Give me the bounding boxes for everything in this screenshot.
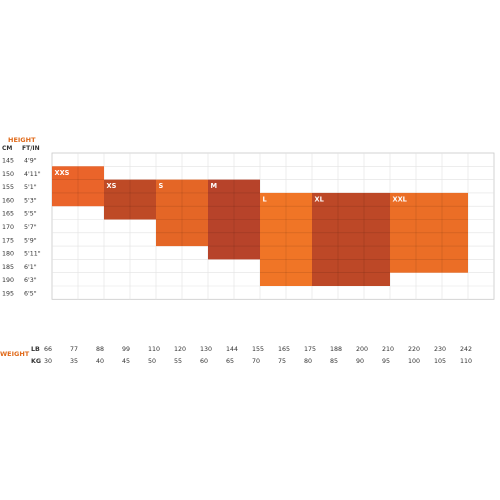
size-region-l xyxy=(260,192,312,286)
weight-kg-tick: 100 xyxy=(408,358,420,365)
weight-lb-tick: 99 xyxy=(122,346,130,353)
height-cm-tick: 185 xyxy=(2,264,14,271)
height-ftin-tick: 5'1" xyxy=(24,184,37,191)
height-cm-tick: 180 xyxy=(2,251,14,258)
size-region-s xyxy=(156,179,208,247)
weight-kg-tick: 35 xyxy=(70,358,78,365)
height-cm-tick: 160 xyxy=(2,197,14,204)
height-cm-tick: 145 xyxy=(2,158,14,165)
size-label-xl: XL xyxy=(315,196,325,204)
weight-kg-tick: 50 xyxy=(148,358,156,365)
weight-axis-title: WEIGHT xyxy=(0,350,30,358)
weight-kg-tick: 85 xyxy=(330,358,338,365)
weight-lb-tick: 120 xyxy=(174,346,186,353)
height-cm-tick: 165 xyxy=(2,211,14,218)
weight-kg-tick: 60 xyxy=(200,358,208,365)
height-cm-tick: 195 xyxy=(2,291,14,298)
weight-kg-tick: 90 xyxy=(356,358,364,365)
weight-kg-tick: 75 xyxy=(278,358,286,365)
size-label-s: S xyxy=(159,182,164,190)
height-ftin-tick: 5'3" xyxy=(24,197,37,204)
weight-lb-tick: 200 xyxy=(356,346,368,353)
weight-lb-tick: 242 xyxy=(460,346,472,353)
height-ftin-tick: 5'11" xyxy=(24,251,41,258)
height-cm-tick: 150 xyxy=(2,171,14,178)
height-axis-title: HEIGHT xyxy=(8,136,36,144)
height-ftin-tick: 6'5" xyxy=(24,291,37,298)
size-regions xyxy=(52,166,468,286)
height-cm-header: CM xyxy=(2,145,12,152)
weight-lb-tick: 144 xyxy=(226,346,238,353)
height-cm-tick: 155 xyxy=(2,184,14,191)
size-label-l: L xyxy=(263,196,268,204)
weight-kg-tick: 55 xyxy=(174,358,182,365)
size-region-xs xyxy=(104,179,156,220)
size-region-m xyxy=(208,179,260,260)
height-cm-tick: 190 xyxy=(2,277,14,284)
weight-kg-tick: 105 xyxy=(434,358,446,365)
height-ftin-tick: 6'3" xyxy=(24,277,37,284)
weight-lb-tick: 220 xyxy=(408,346,420,353)
weight-lb-tick: 130 xyxy=(200,346,212,353)
weight-lb-tick: 165 xyxy=(278,346,290,353)
height-cm-tick: 175 xyxy=(2,237,14,244)
height-cm-tick: 170 xyxy=(2,224,14,231)
height-ftin-tick: 5'9" xyxy=(24,237,37,244)
size-region-xxs xyxy=(52,166,104,207)
size-label-xs: XS xyxy=(107,182,117,190)
weight-kg-tick: 45 xyxy=(122,358,130,365)
weight-kg-tick: 95 xyxy=(382,358,390,365)
weight-lb-tick: 110 xyxy=(148,346,160,353)
height-ftin-tick: 5'7" xyxy=(24,224,37,231)
weight-lb-tick: 66 xyxy=(44,346,52,353)
weight-lb-tick: 175 xyxy=(304,346,316,353)
size-label-xxs: XXS xyxy=(55,169,70,177)
size-label-xxl: XXL xyxy=(393,196,408,204)
weight-kg-tick: 70 xyxy=(252,358,260,365)
weight-lb-tick: 188 xyxy=(330,346,342,353)
height-ftin-tick: 4'11" xyxy=(24,171,41,178)
weight-kg-tick: 80 xyxy=(304,358,312,365)
weight-lb-tick: 88 xyxy=(96,346,104,353)
height-ftin-header: FT/IN xyxy=(22,145,40,152)
weight-lb-tick: 230 xyxy=(434,346,446,353)
height-ftin-tick: 6'1" xyxy=(24,264,37,271)
height-ftin-tick: 4'9" xyxy=(24,158,37,165)
size-region-xxl xyxy=(390,192,468,273)
weight-kg-header: KG xyxy=(31,358,41,365)
weight-kg-tick: 110 xyxy=(460,358,472,365)
weight-lb-tick: 77 xyxy=(70,346,78,353)
size-region-xl xyxy=(312,192,390,286)
weight-lb-header: LB xyxy=(31,346,40,353)
size-labels: XXS XS S M L XL XXL xyxy=(55,169,408,204)
weight-lb-tick: 210 xyxy=(382,346,394,353)
height-ftin-tick: 5'5" xyxy=(24,211,37,218)
weight-kg-tick: 30 xyxy=(44,358,52,365)
weight-lb-tick: 155 xyxy=(252,346,264,353)
weight-kg-tick: 65 xyxy=(226,358,234,365)
weight-kg-tick: 40 xyxy=(96,358,104,365)
size-label-m: M xyxy=(211,182,218,190)
